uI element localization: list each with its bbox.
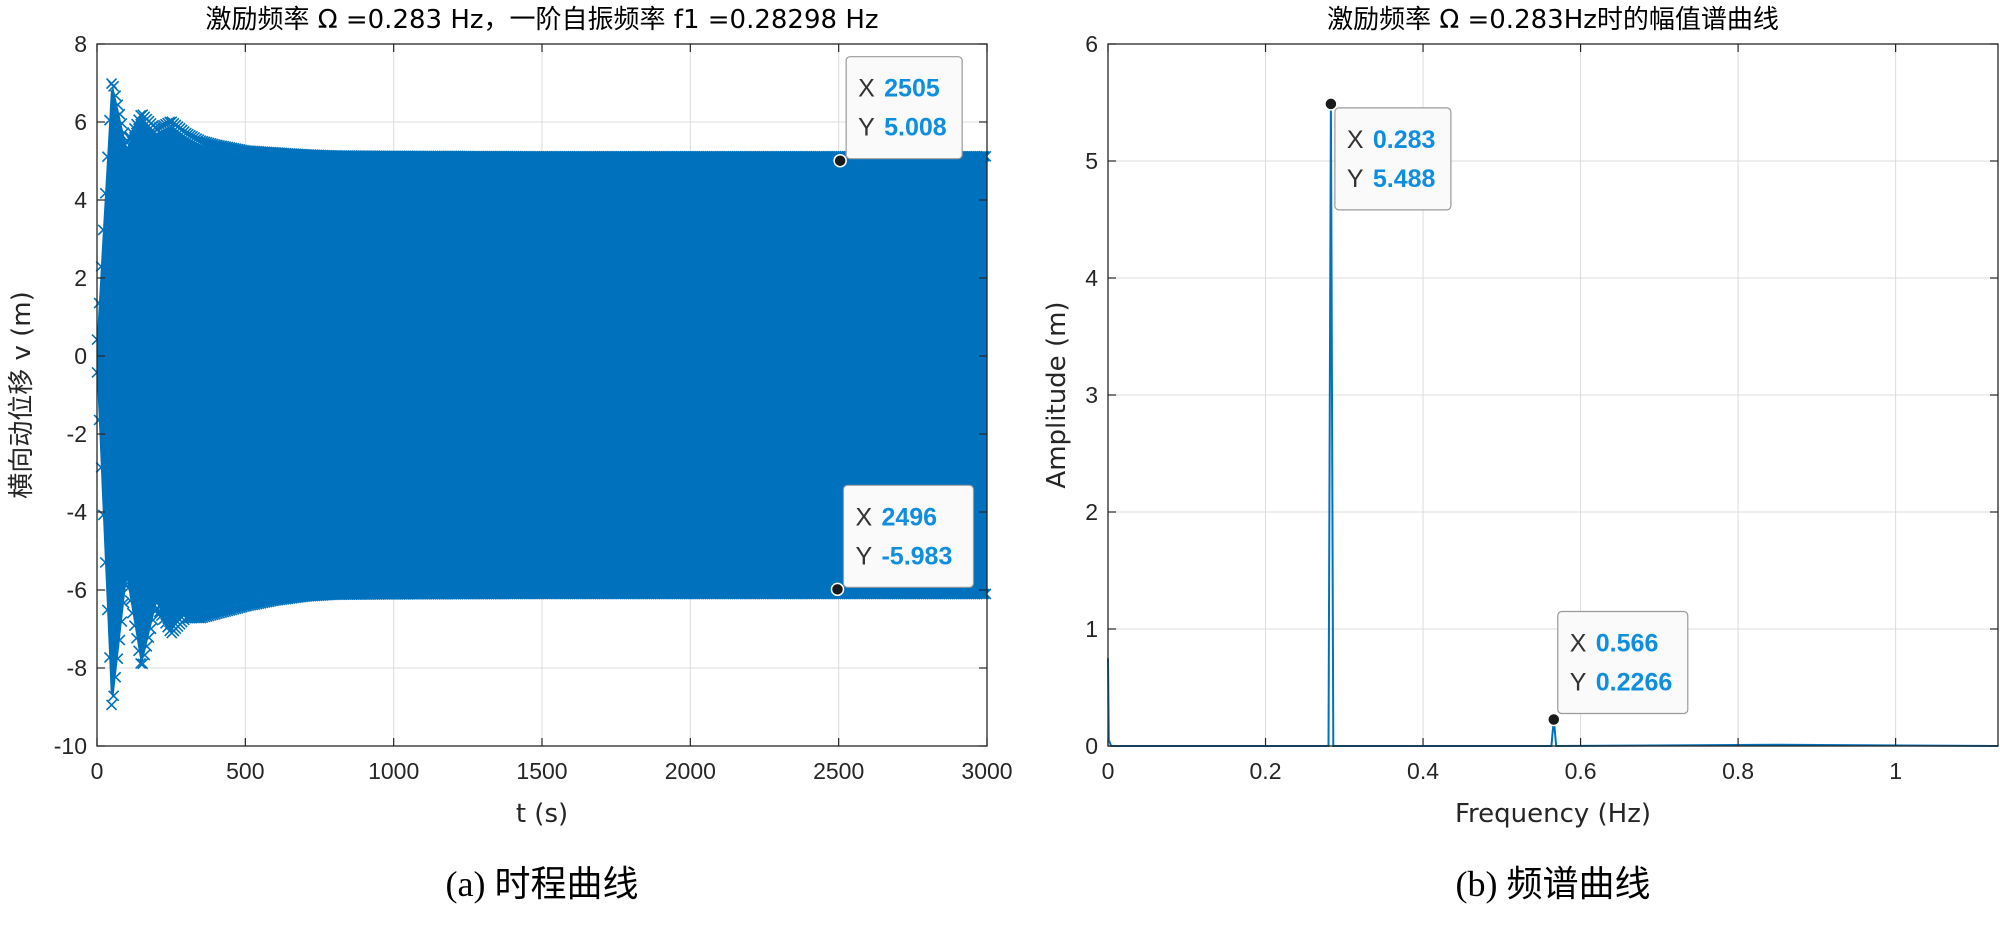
datatip-box [842, 484, 975, 588]
x-tick-label: 3000 [961, 758, 1012, 784]
datatip-y-key: Y [855, 542, 872, 570]
datatip[interactable]: X 2496 Y -5.983 [830, 484, 975, 597]
datatip-x-value: 2496 [881, 503, 937, 531]
x-tick-label: 1 [1889, 758, 1902, 784]
caption-right: (b) 频谱曲线 [1456, 864, 1651, 904]
y-axis-label-left: 横向动位移 v (m) [7, 291, 37, 499]
datatip-y-key: Y [1347, 165, 1364, 193]
x-ticks-left: 0 500 1000 1500 2000 2500 3000 [91, 44, 1013, 784]
x-tick-label: 2000 [665, 758, 716, 784]
y-tick-label: 4 [74, 187, 87, 213]
x-tick-label: 2500 [813, 758, 864, 784]
datatip-y-value: -5.983 [881, 542, 952, 570]
y-tick-label: -4 [67, 499, 88, 525]
y-ticks-right: 0 1 2 3 4 5 6 [1085, 31, 1998, 759]
x-tick-label: 0 [91, 758, 104, 784]
datatip[interactable]: X 0.283 Y 5.488 [1324, 97, 1452, 211]
y-tick-label: 0 [1085, 733, 1098, 759]
x-axis-label-right: Frequency (Hz) [1455, 799, 1651, 829]
y-axis-label-right: Amplitude (m) [1042, 301, 1072, 488]
datatip-box [1334, 107, 1452, 211]
y-tick-label: 2 [1085, 499, 1098, 525]
x-tick-label: 0.4 [1407, 758, 1439, 784]
caption-left: (a) 时程曲线 [446, 864, 639, 904]
datatip-y-key: Y [1570, 668, 1587, 696]
datatip-x-value: 2505 [884, 75, 940, 103]
x-tick-label: 0 [1102, 758, 1115, 784]
datatip-x-key: X [855, 503, 872, 531]
y-tick-label: -6 [67, 577, 87, 603]
datatip-y-value: 5.008 [884, 114, 947, 142]
chart-title-right: 激励频率 Ω =0.283Hz时的幅值谱曲线 [1327, 5, 1779, 35]
datatip-x-key: X [858, 75, 875, 103]
y-ticks-left: -10 -8 -6 -4 -2 0 2 4 6 8 [54, 31, 987, 759]
datatip-x-key: X [1570, 629, 1587, 657]
y-tick-label: 1 [1085, 616, 1098, 642]
y-tick-label: -2 [67, 421, 87, 447]
x-tick-label: 0.2 [1250, 758, 1282, 784]
datatip-x-value: 0.283 [1373, 126, 1436, 154]
datatips-right: X 0.283 Y 5.488 X 0.566 Y 0.2266 [1324, 97, 1689, 727]
datatip-y-value: 0.2266 [1596, 668, 1672, 696]
y-tick-label: 0 [74, 343, 87, 369]
datatip-box [845, 56, 963, 160]
y-tick-label: 5 [1085, 148, 1098, 174]
y-tick-label: 4 [1085, 265, 1098, 291]
datatip-x-value: 0.566 [1596, 629, 1659, 657]
y-tick-label: 3 [1085, 382, 1098, 408]
datatip-marker [833, 153, 847, 168]
datatips-left: X 2505 Y 5.008 X 2496 Y -5.983 [830, 56, 975, 597]
x-tick-label: 0.6 [1565, 758, 1597, 784]
x-tick-label: 0.8 [1722, 758, 1754, 784]
y-tick-label: -8 [67, 655, 87, 681]
datatip-marker [1324, 97, 1338, 111]
chart-spectrum: 0 0.2 0.4 0.6 0.8 1 0 1 2 3 4 5 6 激励频率 Ω =0.283Hz时的… [1042, 5, 1999, 904]
datatip-y-value: 5.488 [1373, 165, 1436, 193]
y-tick-label: 8 [74, 31, 87, 57]
x-tick-label: 1000 [368, 758, 419, 784]
x-ticks-right: 0 0.2 0.4 0.6 0.8 1 [1102, 44, 1902, 784]
y-tick-label: 2 [74, 265, 87, 291]
chart-title-left: 激励频率 Ω =0.283 Hz，一阶自振频率 f1 =0.28298 Hz [205, 5, 878, 35]
datatip-marker [830, 582, 845, 597]
y-tick-label: -10 [54, 733, 87, 759]
x-axis-label-left: t (s) [516, 799, 568, 829]
y-tick-label: 6 [74, 109, 87, 135]
x-tick-label: 500 [226, 758, 264, 784]
chart-time-history: 0 500 1000 1500 2000 2500 3000 -10 -8 -6 -4 -2 0 2 4 6… [7, 5, 1013, 904]
datatip-marker [1547, 712, 1561, 727]
datatip[interactable]: X 2505 Y 5.008 [833, 56, 963, 168]
datatip[interactable]: X 0.566 Y 0.2266 [1547, 610, 1689, 727]
x-tick-label: 1500 [516, 758, 567, 784]
y-tick-label: 6 [1085, 31, 1098, 57]
datatip-box [1557, 610, 1689, 715]
datatip-y-key: Y [858, 114, 875, 142]
datatip-x-key: X [1347, 126, 1364, 154]
